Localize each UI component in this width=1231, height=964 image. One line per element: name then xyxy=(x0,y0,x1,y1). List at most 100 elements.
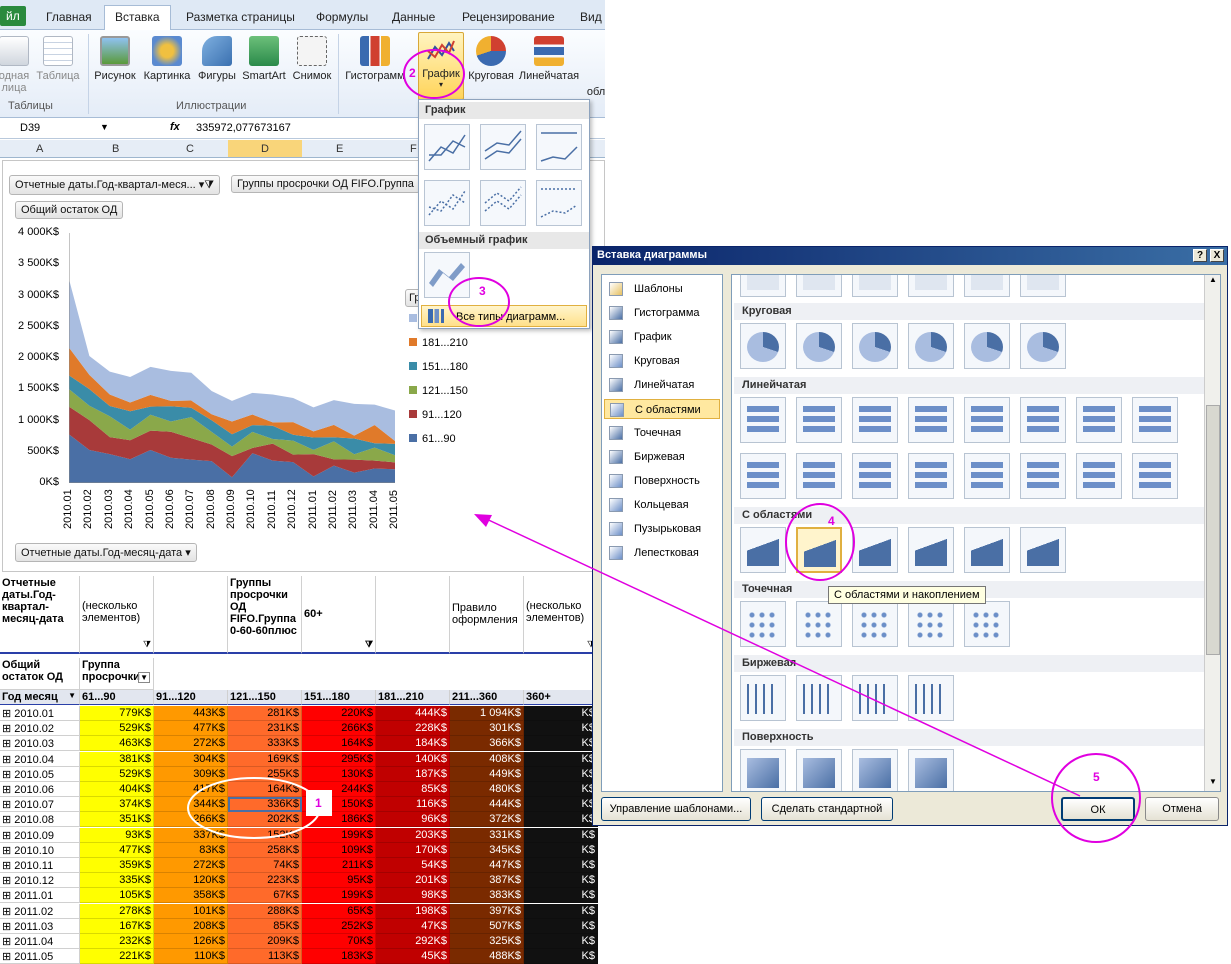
scroll-thumb[interactable] xyxy=(1206,405,1220,655)
chart-subtype-thumb[interactable] xyxy=(1020,527,1066,573)
scroll-down-icon[interactable]: ▼ xyxy=(1209,777,1217,786)
table-cell[interactable]: 295K$ xyxy=(302,751,376,767)
table-cell[interactable]: 278K$ xyxy=(80,903,154,919)
area-series-0[interactable] xyxy=(69,434,395,483)
chart-subtype-thumb[interactable] xyxy=(964,397,1010,443)
chart-subtype-thumb[interactable] xyxy=(852,453,898,499)
area-series-4[interactable] xyxy=(69,347,395,444)
table-cell[interactable]: 187K$ xyxy=(376,766,450,782)
column-header[interactable]: 61...90 xyxy=(80,690,154,705)
row-header[interactable]: ⊞ 2010.07 xyxy=(0,797,80,813)
row-field-dropdown-icon[interactable]: ▼ xyxy=(68,691,76,700)
screenshot-button[interactable]: Снимок xyxy=(290,36,334,82)
shapes-button[interactable]: Фигуры xyxy=(195,36,239,82)
chart-subtype-thumb[interactable] xyxy=(740,749,786,791)
row-field-label[interactable]: Год месяц ▼ xyxy=(0,690,80,705)
area-series-3[interactable] xyxy=(69,375,395,456)
chart-type-item[interactable]: Биржевая xyxy=(604,447,720,467)
table-cell[interactable]: 447K$ xyxy=(450,858,524,873)
table-cell[interactable]: K$ xyxy=(524,888,598,904)
cancel-button[interactable]: Отмена xyxy=(1145,797,1219,821)
col-header-c[interactable]: C xyxy=(186,143,194,155)
row-header[interactable]: ⊞ 2010.09 xyxy=(0,827,80,843)
table-cell[interactable]: 116K$ xyxy=(376,797,450,813)
chart-subtype-thumb[interactable] xyxy=(852,527,898,573)
column-header[interactable]: 360+ xyxy=(524,690,598,705)
chart-subtype-thumb[interactable] xyxy=(964,453,1010,499)
table-cell[interactable]: 184K$ xyxy=(376,736,450,752)
table-cell[interactable]: 288K$ xyxy=(228,903,302,919)
table-cell[interactable]: 209K$ xyxy=(228,934,302,949)
chart-type-item[interactable]: Поверхность xyxy=(604,471,720,491)
close-button[interactable]: X xyxy=(1210,249,1224,262)
table-cell[interactable]: 383K$ xyxy=(450,888,524,904)
expand-icon[interactable]: ⊞ xyxy=(2,844,15,857)
legend-entry[interactable]: 181...210 xyxy=(409,337,468,349)
chart-subtype-thumb[interactable] xyxy=(852,275,898,297)
chart-subtype-thumb[interactable] xyxy=(740,397,786,443)
filter-button-groups[interactable]: Группы просрочки ОД FIFO.Группа xyxy=(231,175,420,193)
area-series-1[interactable] xyxy=(69,406,395,478)
function-icon[interactable]: fx xyxy=(170,121,180,133)
rule-dropdown-icon[interactable]: ⧩ xyxy=(586,639,595,649)
tab-data[interactable]: Данные xyxy=(392,10,436,24)
table-cell[interactable]: 345K$ xyxy=(450,842,524,858)
table-cell[interactable]: 47K$ xyxy=(376,918,450,934)
table-cell[interactable]: K$ xyxy=(524,827,598,843)
table-cell[interactable]: K$ xyxy=(524,903,598,919)
chart-subtype-thumb[interactable] xyxy=(796,453,842,499)
table-cell[interactable]: 266K$ xyxy=(154,812,228,828)
formula-input[interactable]: 335972,077673167 xyxy=(196,122,291,134)
legend-entry[interactable]: 151...180 xyxy=(409,361,468,373)
report-filter-value[interactable]: (несколько элементов) ⧩ xyxy=(80,576,154,654)
chart-type-item[interactable]: С областями xyxy=(604,399,720,419)
table-cell[interactable]: 387K$ xyxy=(450,873,524,889)
chart-type-item[interactable]: Точечная xyxy=(604,423,720,443)
chart-type-item[interactable]: Круговая xyxy=(604,351,720,371)
table-cell[interactable]: 336K$ xyxy=(228,797,302,813)
table-cell[interactable]: 331K$ xyxy=(450,827,524,843)
name-box-dropdown-icon[interactable]: ▼ xyxy=(100,122,109,132)
chart-subtype-thumb[interactable] xyxy=(964,323,1010,369)
chart-subtype-thumb[interactable] xyxy=(1076,453,1122,499)
line-chart-button[interactable]: График ▾ xyxy=(418,32,464,100)
table-cell[interactable]: 272K$ xyxy=(154,858,228,873)
table-cell[interactable]: 65K$ xyxy=(302,903,376,919)
gallery-scrollbar[interactable]: ▲ ▼ xyxy=(1204,275,1220,791)
table-cell[interactable]: 281K$ xyxy=(228,706,302,721)
chart-subtype-thumb[interactable] xyxy=(740,453,786,499)
row-header[interactable]: ⊞ 2010.12 xyxy=(0,873,80,889)
column-header[interactable]: 91...120 xyxy=(154,690,228,705)
col-header-a[interactable]: A xyxy=(36,143,44,155)
chart-subtype-thumb[interactable] xyxy=(908,527,954,573)
table-cell[interactable]: 397K$ xyxy=(450,903,524,919)
expand-icon[interactable]: ⊞ xyxy=(2,738,15,751)
chart-subtype-thumb[interactable] xyxy=(796,749,842,791)
100-line-markers-thumb[interactable] xyxy=(536,180,582,226)
expand-icon[interactable]: ⊞ xyxy=(2,814,15,827)
column-header[interactable]: 121...150 xyxy=(228,690,302,705)
chart-subtype-thumb[interactable] xyxy=(740,275,786,297)
tab-view[interactable]: Вид xyxy=(580,10,602,24)
filter-button-dates[interactable]: Отчетные даты.Год-квартал-меся... ▾⧩ xyxy=(9,175,221,195)
table-cell[interactable]: 359K$ xyxy=(80,858,154,873)
ok-button[interactable]: ОК xyxy=(1061,797,1135,821)
column-field-dropdown-icon[interactable]: ▼ xyxy=(138,672,150,683)
chart-subtype-thumb[interactable] xyxy=(1020,323,1066,369)
row-header[interactable]: ⊞ 2010.04 xyxy=(0,751,80,767)
legend-entry[interactable]: 91...120 xyxy=(409,409,462,421)
chart-subtype-thumb[interactable] xyxy=(1020,397,1066,443)
table-cell[interactable]: 266K$ xyxy=(302,721,376,737)
line-chart-thumb[interactable] xyxy=(424,124,470,170)
table-cell[interactable]: 232K$ xyxy=(80,934,154,949)
table-cell[interactable]: 203K$ xyxy=(376,827,450,843)
table-cell[interactable]: 252K$ xyxy=(302,918,376,934)
expand-icon[interactable]: ⊞ xyxy=(2,860,15,872)
expand-icon[interactable]: ⊞ xyxy=(2,768,15,781)
chart-subtype-thumb[interactable] xyxy=(1132,453,1178,499)
tab-home[interactable]: Главная xyxy=(46,10,92,24)
expand-icon[interactable]: ⊞ xyxy=(2,799,15,812)
table-cell[interactable]: K$ xyxy=(524,858,598,873)
row-header[interactable]: ⊞ 2010.11 xyxy=(0,858,80,873)
table-cell[interactable]: 463K$ xyxy=(80,736,154,752)
